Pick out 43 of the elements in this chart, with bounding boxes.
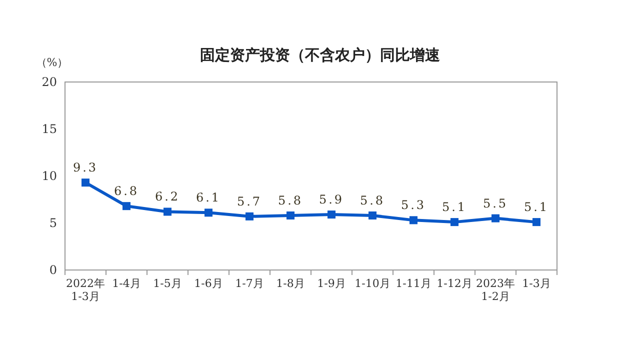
data-label: 5.3 (400, 198, 426, 212)
point (122, 202, 130, 210)
y-tick-label: 10 (42, 169, 57, 183)
data-label: 9.3 (72, 160, 98, 175)
chart-title: 固定资产投资（不含农户）同比增速 (200, 46, 441, 64)
data-label: 5.9 (318, 192, 344, 207)
x-tick-label: 1-5月 (153, 277, 182, 290)
point (492, 214, 500, 222)
data-label: 6.8 (114, 184, 140, 198)
x-tick-label: 2023年 1-2月 (476, 277, 515, 303)
y-tick-label: 20 (42, 75, 57, 89)
data-label: 5.1 (524, 200, 550, 214)
x-tick-label: 1-4月 (112, 277, 141, 290)
point (368, 211, 376, 220)
point (328, 210, 336, 219)
point (164, 208, 172, 216)
x-tick-label: 1-7月 (235, 277, 264, 290)
y-tick-label: 15 (42, 122, 57, 136)
point (246, 212, 254, 220)
y-tick-label: 5 (49, 216, 57, 230)
x-tick-label: 1-11月 (396, 277, 432, 290)
data-label: 5.7 (236, 194, 262, 208)
x-tick-label: 1-10月 (354, 277, 390, 290)
data-label: 6.1 (196, 190, 222, 205)
x-tick-label: 1-3月 (522, 277, 551, 290)
y-tick-label: 0 (49, 263, 57, 277)
data-label: 5.8 (278, 193, 304, 208)
point (410, 216, 418, 224)
data-label: 5.8 (360, 193, 386, 208)
x-tick-label: 1-6月 (194, 277, 223, 290)
y-axis-title: （%） (36, 56, 68, 69)
x-tick-label: 2022年 1-3月 (66, 277, 105, 303)
data-label: 5.1 (442, 200, 468, 214)
x-tick-label: 1-8月 (276, 277, 305, 290)
point (204, 208, 212, 217)
point (450, 218, 458, 226)
point (82, 178, 90, 187)
point (286, 211, 294, 220)
x-tick-label: 1-9月 (317, 277, 346, 290)
x-tick-label: 1-12月 (436, 277, 472, 290)
data-label: 6.2 (154, 190, 180, 204)
point (532, 218, 540, 226)
data-label: 5.5 (482, 196, 508, 210)
